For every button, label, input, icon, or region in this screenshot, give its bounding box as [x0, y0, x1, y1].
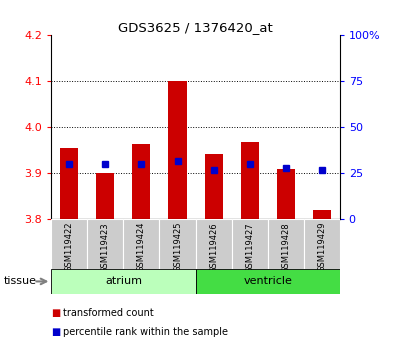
Text: ventricle: ventricle — [243, 276, 292, 286]
Text: tissue: tissue — [4, 276, 37, 286]
Text: ■: ■ — [51, 327, 60, 337]
Bar — [276, 169, 295, 219]
Bar — [60, 148, 78, 219]
Bar — [123, 219, 160, 269]
Bar — [51, 269, 196, 294]
Text: GSM119426: GSM119426 — [209, 222, 218, 273]
Text: GSM119424: GSM119424 — [137, 222, 146, 273]
Text: GSM119427: GSM119427 — [245, 222, 254, 273]
Text: atrium: atrium — [105, 276, 142, 286]
Bar — [313, 210, 331, 219]
Bar — [160, 219, 196, 269]
Bar — [241, 142, 259, 219]
Text: GSM119429: GSM119429 — [317, 222, 326, 273]
Bar — [205, 154, 222, 219]
Text: ■: ■ — [51, 308, 60, 318]
Text: GSM119428: GSM119428 — [281, 222, 290, 273]
Bar — [231, 219, 267, 269]
Bar — [304, 219, 340, 269]
Bar — [132, 143, 150, 219]
Text: GSM119425: GSM119425 — [173, 222, 182, 273]
Text: GSM119423: GSM119423 — [101, 222, 110, 273]
Bar — [51, 219, 87, 269]
Bar — [267, 219, 304, 269]
Text: percentile rank within the sample: percentile rank within the sample — [63, 327, 228, 337]
Bar — [196, 219, 231, 269]
Text: GSM119422: GSM119422 — [65, 222, 74, 273]
Text: transformed count: transformed count — [63, 308, 154, 318]
Bar — [169, 81, 186, 219]
Title: GDS3625 / 1376420_at: GDS3625 / 1376420_at — [118, 21, 273, 34]
Bar — [87, 219, 123, 269]
Bar — [196, 269, 340, 294]
Bar — [96, 173, 115, 219]
